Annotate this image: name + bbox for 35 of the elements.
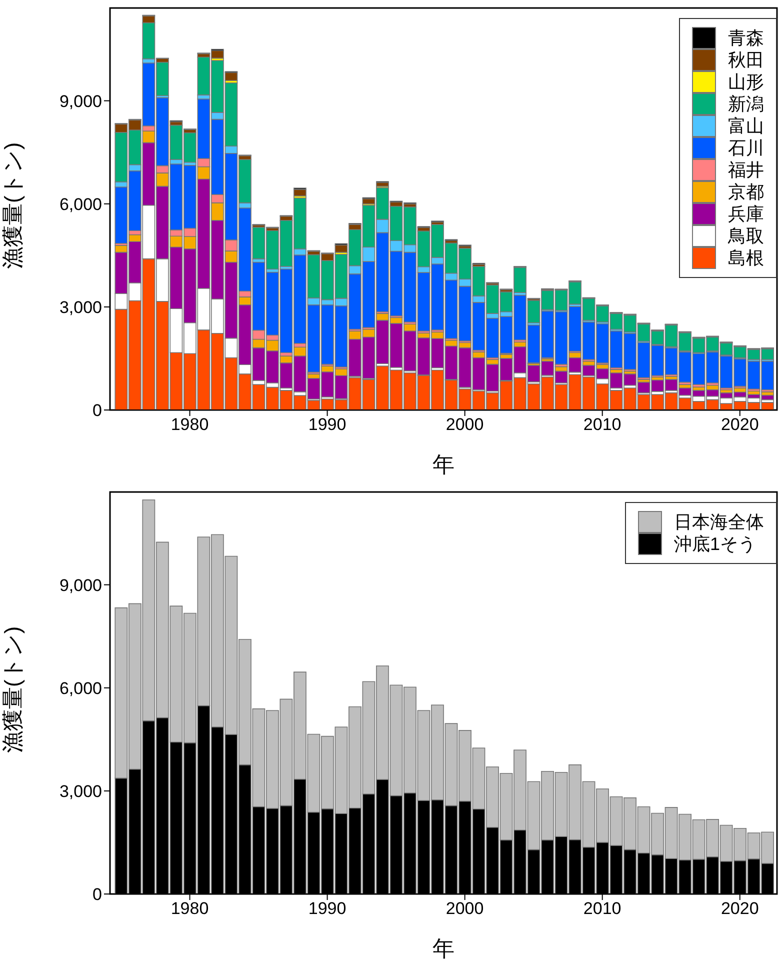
legend-label: 日本海全体 [674, 511, 764, 533]
x-tick-label: 1980 [170, 415, 209, 434]
x-tick-label: 1990 [308, 899, 346, 918]
x-tick-label: 2020 [720, 899, 759, 918]
x-tick-label: 2000 [446, 415, 484, 434]
legend-label: 福井 [728, 159, 764, 181]
legend-label: 沖底1そう [674, 533, 756, 555]
y-tick-label: 3,000 [59, 782, 102, 801]
legend-label: 鳥取 [728, 225, 764, 247]
x-tick-label: 2010 [583, 415, 622, 434]
x-tick-label: 2020 [720, 415, 759, 434]
legend-label: 石川 [728, 137, 764, 159]
x-axis-title: 年 [432, 452, 454, 477]
y-tick-label: 6,000 [59, 678, 102, 698]
y-tick-label: 0 [92, 885, 102, 904]
y-tick-label: 9,000 [59, 92, 102, 111]
y-axis-title: 漁獲量(トン) [0, 626, 25, 753]
legend-label: 兵庫 [728, 203, 764, 225]
y-tick-label: 6,000 [59, 194, 102, 214]
y-tick-label: 3,000 [59, 298, 102, 317]
y-tick-label: 0 [92, 401, 102, 420]
legend-label: 島根 [728, 247, 764, 269]
legend-label: 秋田 [728, 49, 764, 71]
x-tick-label: 2000 [446, 899, 484, 918]
x-tick-label: 1990 [308, 415, 346, 434]
legend-label: 青森 [728, 27, 764, 49]
legend-label: 京都 [728, 181, 764, 203]
legend-label: 山形 [728, 71, 764, 93]
x-tick-label: 1980 [170, 899, 209, 918]
y-tick-label: 9,000 [59, 576, 102, 595]
y-axis-title: 漁獲量(トン) [0, 142, 25, 269]
legend-label: 新潟 [728, 93, 764, 115]
x-axis-title: 年 [432, 936, 454, 961]
legend-label: 富山 [728, 115, 764, 137]
x-tick-label: 2010 [583, 899, 622, 918]
